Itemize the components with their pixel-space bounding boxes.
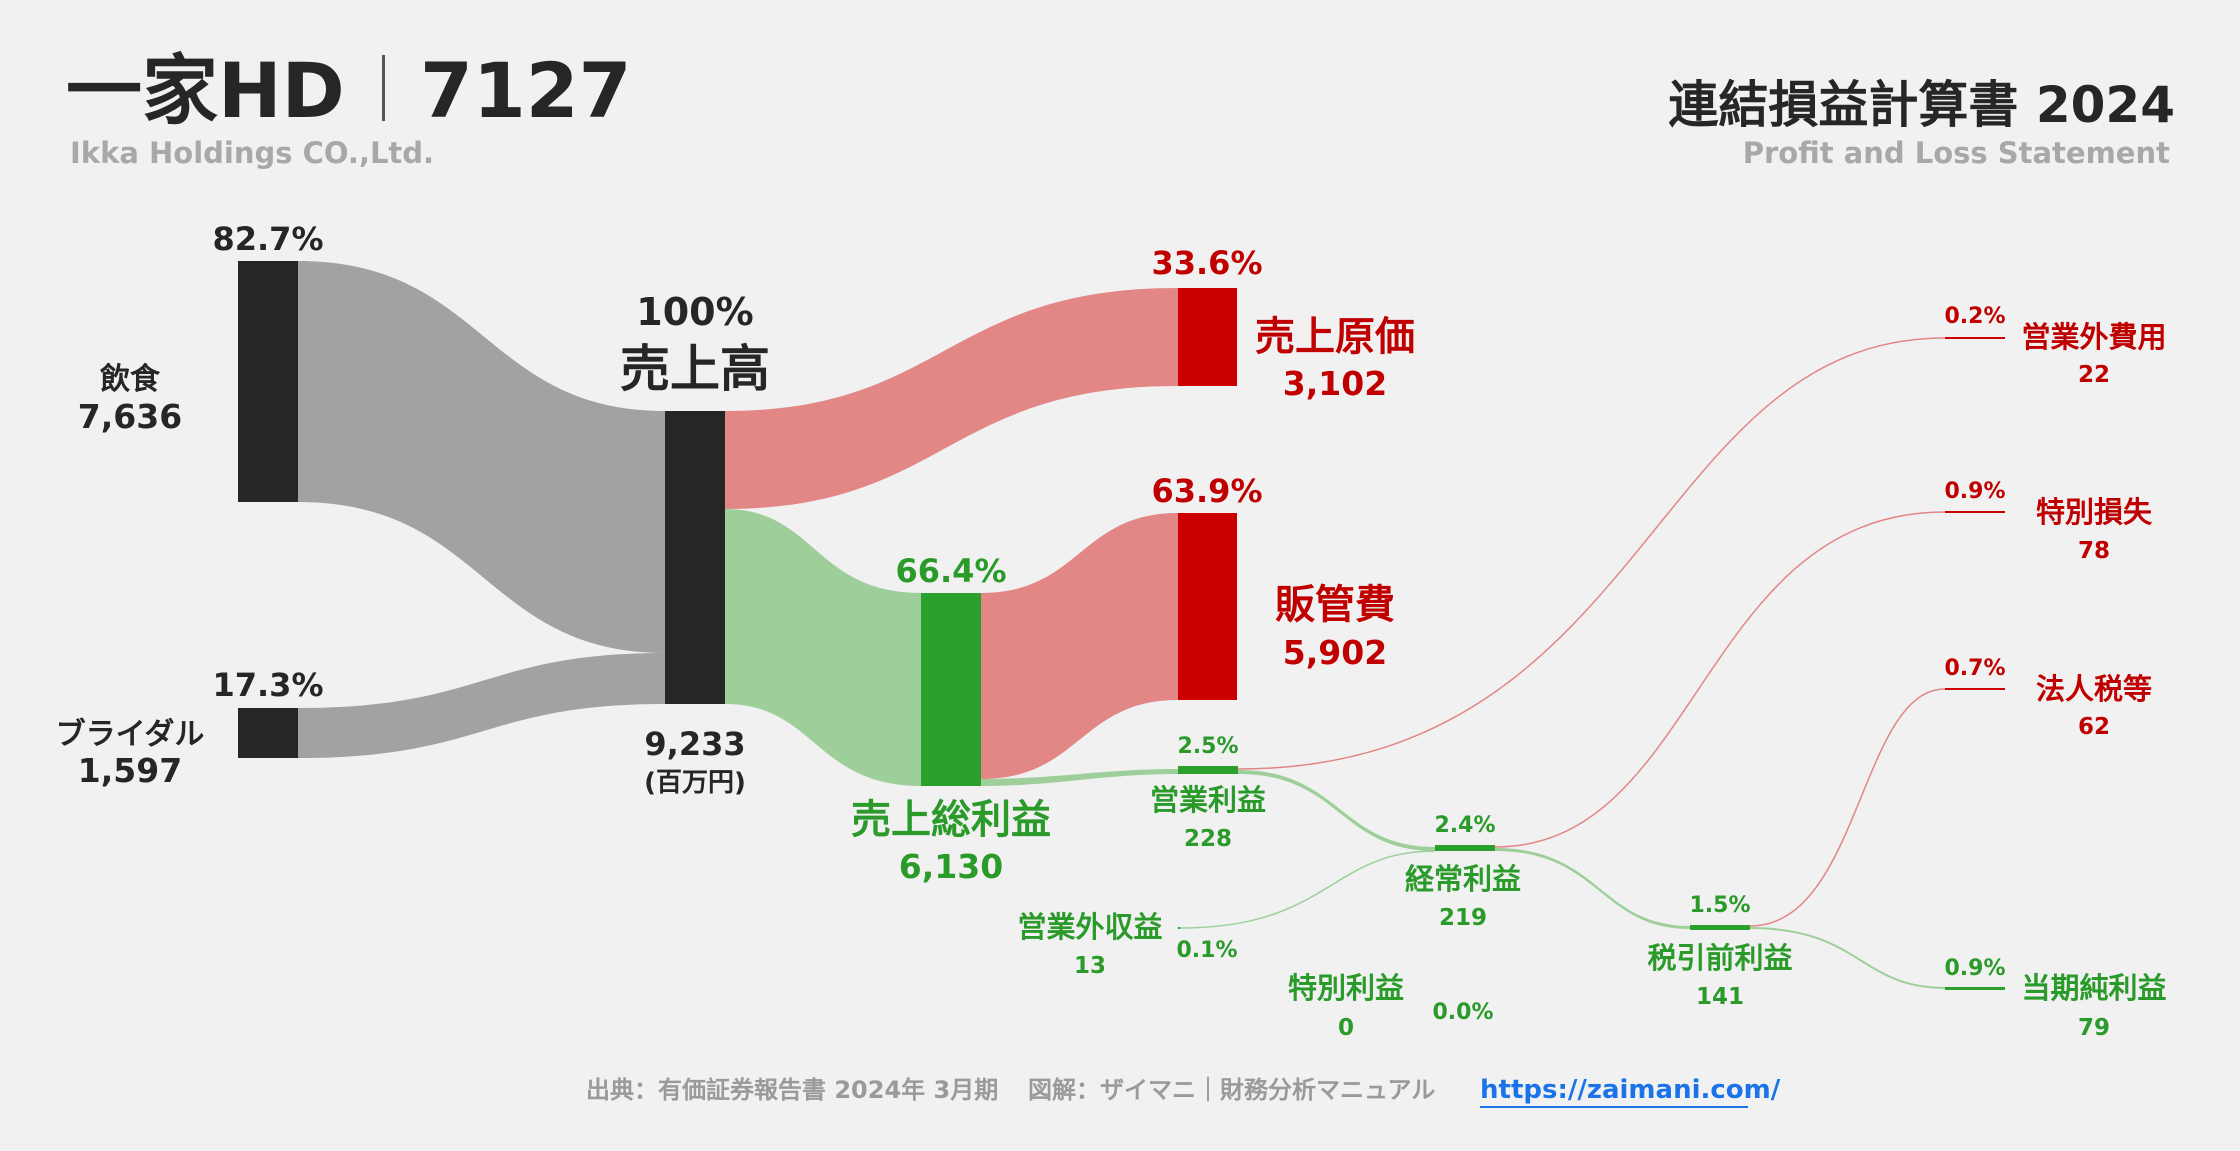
label-revenue-name: 売上高 — [620, 340, 770, 398]
flow-bridal-revenue — [298, 653, 665, 758]
label-pretax-name: 税引前利益 — [1647, 941, 1792, 975]
node-pretax — [1690, 925, 1750, 930]
label-extra-loss-value: 78 — [2078, 538, 2110, 564]
labels: 82.7% 飲食 7,636 17.3% ブライダル 1,597 100% 売上… — [56, 220, 2167, 1041]
label-ordinary-value: 219 — [1439, 905, 1487, 931]
flow-pretax-net — [1749, 927, 1946, 989]
label-op-pct: 2.5% — [1177, 734, 1238, 759]
flow-inshoku-revenue — [298, 261, 665, 653]
node-extra-loss — [1945, 511, 2005, 513]
flow-gross-op — [981, 769, 1178, 786]
flow-pretax-tax — [1749, 688, 1946, 927]
node-ordinary — [1435, 845, 1495, 851]
label-extra-income-value: 0 — [1338, 1015, 1354, 1041]
label-sga-value: 5,902 — [1283, 633, 1387, 672]
label-gross-pct: 66.4% — [895, 552, 1006, 590]
node-net — [1945, 987, 2005, 990]
label-nonop-expense-value: 22 — [2078, 362, 2110, 388]
label-inshoku-pct: 82.7% — [212, 220, 323, 258]
node-sga — [1178, 513, 1237, 700]
node-cogs — [1178, 288, 1237, 386]
label-inshoku-name: 飲食 — [100, 362, 161, 397]
flow-op-nonop-expense — [1237, 337, 1946, 770]
flow-gross-sga — [981, 513, 1178, 779]
label-net-pct: 0.9% — [1944, 956, 2005, 981]
flows — [298, 261, 1946, 989]
label-inshoku-value: 7,636 — [78, 397, 182, 436]
label-sga-pct: 63.9% — [1151, 472, 1262, 510]
node-op — [1178, 766, 1238, 774]
statement-title: 連結損益計算書 2024 — [1668, 76, 2175, 134]
label-extra-income-pct: 0.0% — [1432, 1000, 1493, 1025]
label-nonop-expense-name: 営業外費用 — [2021, 320, 2166, 354]
label-cogs-value: 3,102 — [1283, 364, 1387, 403]
label-op-value: 228 — [1184, 826, 1232, 852]
label-tax-value: 62 — [2078, 714, 2110, 740]
label-net-name: 当期純利益 — [2021, 971, 2166, 1005]
label-nonop-income-pct: 0.1% — [1176, 938, 1237, 963]
node-inshoku — [238, 261, 298, 502]
label-tax-name: 法人税等 — [2036, 672, 2152, 706]
company-english-name: Ikka Holdings CO.,Ltd. — [70, 136, 434, 170]
label-pretax-pct: 1.5% — [1689, 893, 1750, 918]
label-nonop-income-value: 13 — [1074, 953, 1106, 979]
title-divider — [382, 55, 385, 121]
node-tax — [1945, 688, 2005, 690]
node-nonop-expense — [1945, 337, 2005, 339]
label-bridal-name: ブライダル — [56, 717, 205, 752]
node-revenue — [665, 411, 725, 704]
label-net-value: 79 — [2078, 1015, 2110, 1041]
label-pretax-value: 141 — [1696, 984, 1744, 1010]
label-nonop-income-name: 営業外収益 — [1017, 910, 1162, 944]
label-extra-loss-pct: 0.9% — [1944, 479, 2005, 504]
flow-op-ordinary — [1238, 770, 1435, 851]
flow-ordinary-pretax — [1495, 848, 1690, 929]
node-bridal — [238, 708, 298, 758]
label-revenue-value: 9,233 — [644, 725, 745, 763]
flow-revenue-cogs — [725, 288, 1178, 509]
ticker-code: 7127 — [420, 46, 632, 135]
label-bridal-value: 1,597 — [78, 751, 182, 790]
label-sga-name: 販管費 — [1275, 582, 1395, 628]
label-extra-income-name: 特別利益 — [1288, 971, 1404, 1005]
label-ordinary-name: 経常利益 — [1405, 862, 1521, 896]
footer-site-link-text[interactable]: https://zaimani.com/ — [1480, 1075, 1781, 1105]
footer-source: 出典：有価証券報告書 2024年 3月期 — [586, 1076, 998, 1104]
company-title: 一家HD — [66, 46, 345, 135]
nodes — [238, 261, 2005, 990]
label-nonop-expense-pct: 0.2% — [1944, 304, 2005, 329]
node-gross — [921, 593, 981, 786]
label-ordinary-pct: 2.4% — [1434, 813, 1495, 838]
label-op-name: 営業利益 — [1150, 783, 1266, 817]
label-gross-value: 6,130 — [899, 847, 1003, 886]
footer-credit: 図解：ザイマニ｜財務分析マニュアル — [1028, 1076, 1435, 1104]
label-extra-loss-name: 特別損失 — [2036, 495, 2153, 529]
flow-nonop-income-ordinary — [1179, 850, 1436, 929]
label-tax-pct: 0.7% — [1944, 656, 2005, 681]
flow-revenue-gross — [725, 509, 921, 786]
label-revenue-pct: 100% — [636, 290, 753, 334]
footer-site-link[interactable]: https://zaimani.com/ — [1480, 1075, 1781, 1105]
label-gross-name: 売上総利益 — [851, 797, 1051, 843]
statement-english-title: Profit and Loss Statement — [1743, 136, 2170, 170]
label-cogs-pct: 33.6% — [1151, 244, 1262, 282]
footer-link-underline — [1480, 1106, 1748, 1108]
label-cogs-name: 売上原価 — [1255, 314, 1415, 360]
flow-ordinary-extra-loss — [1494, 511, 1946, 848]
label-unit: (百万円) — [644, 768, 746, 798]
label-bridal-pct: 17.3% — [212, 666, 323, 704]
node-nonop-income — [1178, 927, 1180, 929]
